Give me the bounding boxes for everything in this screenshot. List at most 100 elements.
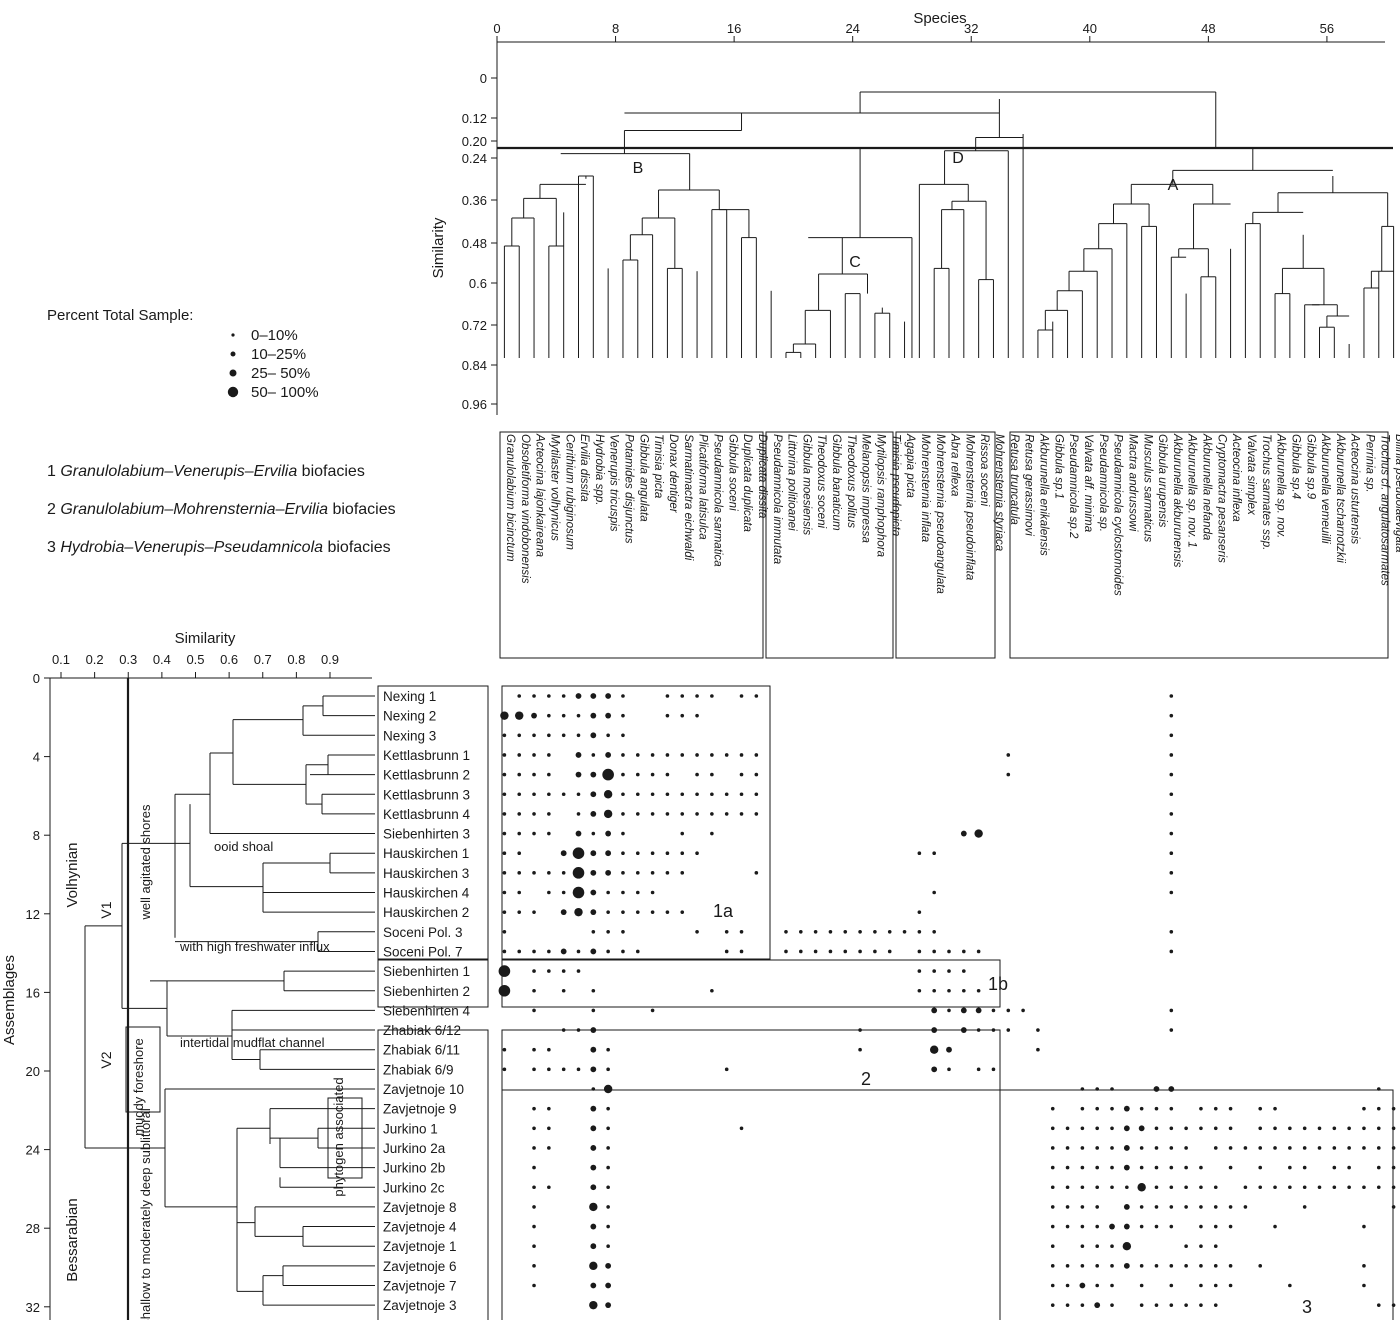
assemblage-label: Kettlasbrunn 2 [383,768,470,783]
abundance-dot [532,1283,536,1288]
abundance-dot [498,984,511,997]
abundance-dot [590,1145,597,1151]
abundance-dot [1199,1185,1203,1190]
abundance-dot [574,907,583,917]
abundance-dot [560,909,567,916]
abundance-dot [517,753,522,757]
abundance-dot [590,791,597,798]
abundance-dot [739,753,744,757]
species-label: Pseudamnicola sarmatica [711,434,724,567]
biofacies-item: 1 Granulolabium–Venerupis–Ervilia biofac… [47,463,365,480]
abundance-dot [1184,1126,1188,1131]
abundance-dot [947,988,951,993]
assemblage-label: Kettlasbrunn 3 [383,787,470,802]
abundance-dot [902,930,907,934]
abundance-dot [947,949,951,954]
abundance-dot [1139,1224,1144,1229]
abundance-dot [590,948,597,955]
species-label: Trochus sarmates ssp. [1260,434,1273,550]
environment-label: with high freshwater influx [179,939,330,954]
abundance-dot [606,1244,610,1248]
abundance-dot [605,712,612,719]
abundance-dot [1258,1185,1263,1190]
abundance-dot [1376,1106,1381,1111]
assemblage-label: Zavjetnoje 7 [383,1279,457,1294]
cluster-label-B: B [633,160,644,177]
abundance-dot [547,812,551,816]
abundance-dot [1184,1146,1188,1150]
abundance-dot [1110,1303,1114,1307]
assemblage-label: Zavjetnoje 6 [383,1259,457,1274]
species-label: Agapia picta [904,433,917,498]
abundance-dot [576,1067,581,1072]
abundance-dot [589,1300,598,1310]
abundance-dot [500,711,509,720]
abundance-dot [606,1146,610,1150]
abundance-dot [680,792,685,797]
abundance-dot [724,753,729,757]
species-tick-label: 32 [964,21,978,36]
abundance-dot [517,812,522,816]
abundance-dot [1199,1303,1203,1307]
abundance-dot [590,1164,597,1171]
abundance-dot [650,851,655,855]
abundance-dot [517,910,522,914]
abundance-dot [1050,1126,1055,1131]
abundance-dot [532,1126,536,1131]
abundance-dot [517,851,522,855]
species-label: Hydrobia spp. [593,434,606,506]
abundance-dot [635,792,640,797]
environment-label: ooid shoal [214,839,273,854]
assemblage-label: Jurkino 2a [383,1141,446,1156]
abundance-dot [932,969,936,973]
assemblage-label: Siebenhirten 1 [383,964,470,979]
biofacies-box-label: 2 [861,1069,871,1089]
abundance-dot [1228,1205,1233,1209]
abundance-dot [932,890,936,895]
abundance-dot [502,930,507,934]
abundance-dot [1391,1303,1396,1307]
abundance-dot [635,890,640,895]
abundance-dot [1095,1126,1099,1131]
abundance-dot [1228,1126,1233,1131]
abundance-dot [1110,1283,1114,1288]
biofacies-number: 3 [47,539,60,556]
abundance-dot [1109,1223,1115,1230]
abundance-dot [1258,1264,1263,1268]
abundance-dot [991,1067,996,1072]
abundance-dot [1169,1008,1174,1013]
abundance-dot [603,809,613,819]
abundance-dot [590,1105,597,1112]
abundance-dot [532,772,536,777]
abundance-dot [1110,1165,1114,1170]
abundance-dot [710,988,714,993]
species-label: Akburunella vemeuilli [1319,433,1332,544]
species-tick-label: 8 [612,21,619,36]
species-label: Gibbula urupensis [1156,434,1169,528]
abundance-dot [1169,733,1174,738]
environment-label: well agitated shores [138,804,153,920]
species-label: Gibbula angulata [637,434,650,522]
species-label: Mohrensternia pseudoangulata [934,434,947,594]
abundance-dot [1110,1106,1114,1111]
assemblage-group-box [377,959,489,1008]
abundance-dot [828,930,833,934]
abundance-dot [1243,1146,1248,1150]
size-legend: Percent Total Sample: 0–10% 10–25% 25– 50% 5… [47,307,319,401]
abundance-dot [1169,1028,1174,1032]
abundance-dot [1169,1303,1174,1307]
abundance-dot [1050,1283,1055,1288]
assemblage-y-tick-label: 32 [26,1300,40,1315]
abundance-dot [1065,1205,1070,1209]
abundance-dot [621,792,625,797]
abundance-dot [695,851,699,855]
abundance-dot [605,850,612,857]
abundance-dot [650,910,655,914]
assemblage-label: Soceni Pol. 7 [383,944,463,959]
biofacies-box-label: 1a [713,901,734,921]
legend-dot [227,386,239,398]
abundance-dot [1376,1303,1381,1307]
legend-item: 0–10% [251,327,298,344]
abundance-dot [1137,1183,1146,1192]
species-label: Bilinia pseudolaevigata [1393,434,1400,553]
